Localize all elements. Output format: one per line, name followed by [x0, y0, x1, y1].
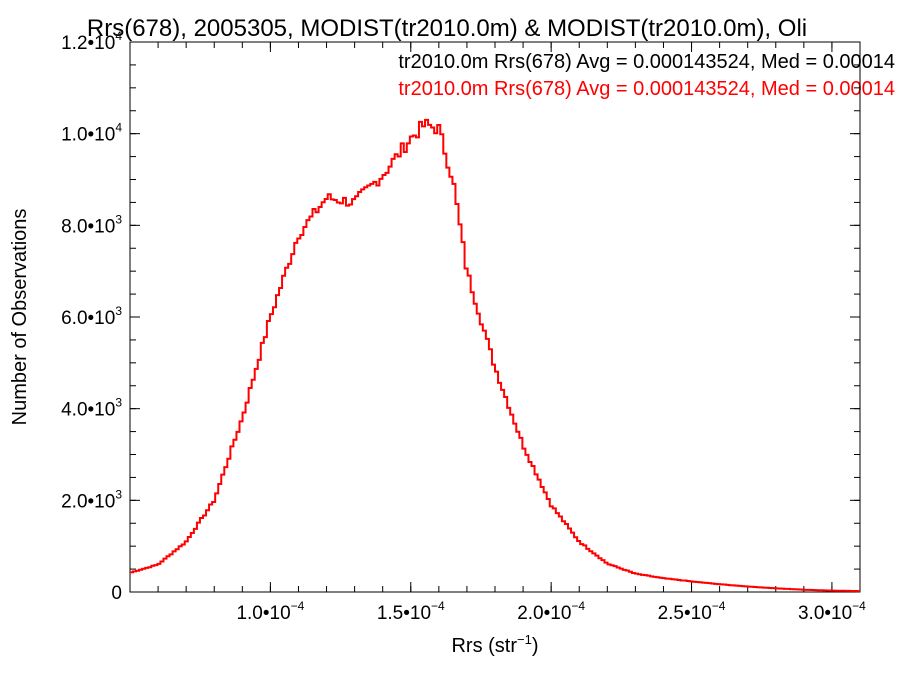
x-tick-label: 1.0•10−4 — [236, 599, 304, 624]
x-tick-label: 2.5•10−4 — [658, 599, 726, 624]
y-tick-label: 4.0•103 — [61, 396, 122, 421]
plot-frame — [129, 41, 861, 593]
chart-title: Rrs(678), 2005305, MODIST(tr2010.0m) & M… — [87, 15, 807, 42]
x-tick-label: 3.0•10−4 — [798, 599, 866, 624]
x-tick-labels: 1.0•10−4 1.5•10−4 2.0•10−4 2.5•10−4 3.0•10−4 — [236, 599, 866, 624]
y-tick-label: 8.0•103 — [61, 212, 122, 237]
x-axis-label-exponent: −1 — [517, 632, 532, 647]
legend-entry: tr2010.0m Rrs(678) Avg = 0.000143524, Me… — [398, 51, 895, 73]
axis-ticks — [129, 41, 861, 593]
legend: tr2010.0m Rrs(678) Avg = 0.000143524, Me… — [398, 51, 895, 100]
y-tick-label: 0 — [111, 583, 122, 604]
y-axis-label: Number of Observations — [9, 209, 31, 426]
y-tick-labels: 0 2.0•103 4.0•103 6.0•103 8.0•103 1.0•104 1.2•… — [61, 29, 122, 604]
y-tick-label: 6.0•103 — [61, 304, 122, 329]
y-tick-label: 1.0•104 — [61, 121, 122, 146]
x-axis-label: Rrs (str−1) — [451, 632, 538, 657]
histogram-series-line — [130, 118, 860, 593]
y-tick-label: 1.2•104 — [61, 29, 122, 54]
legend-entry: tr2010.0m Rrs(678) Avg = 0.000143524, Me… — [398, 78, 895, 100]
x-tick-label: 1.5•10−4 — [377, 599, 445, 624]
x-tick-label: 2.0•10−4 — [517, 599, 585, 624]
y-tick-label: 2.0•103 — [61, 487, 122, 512]
